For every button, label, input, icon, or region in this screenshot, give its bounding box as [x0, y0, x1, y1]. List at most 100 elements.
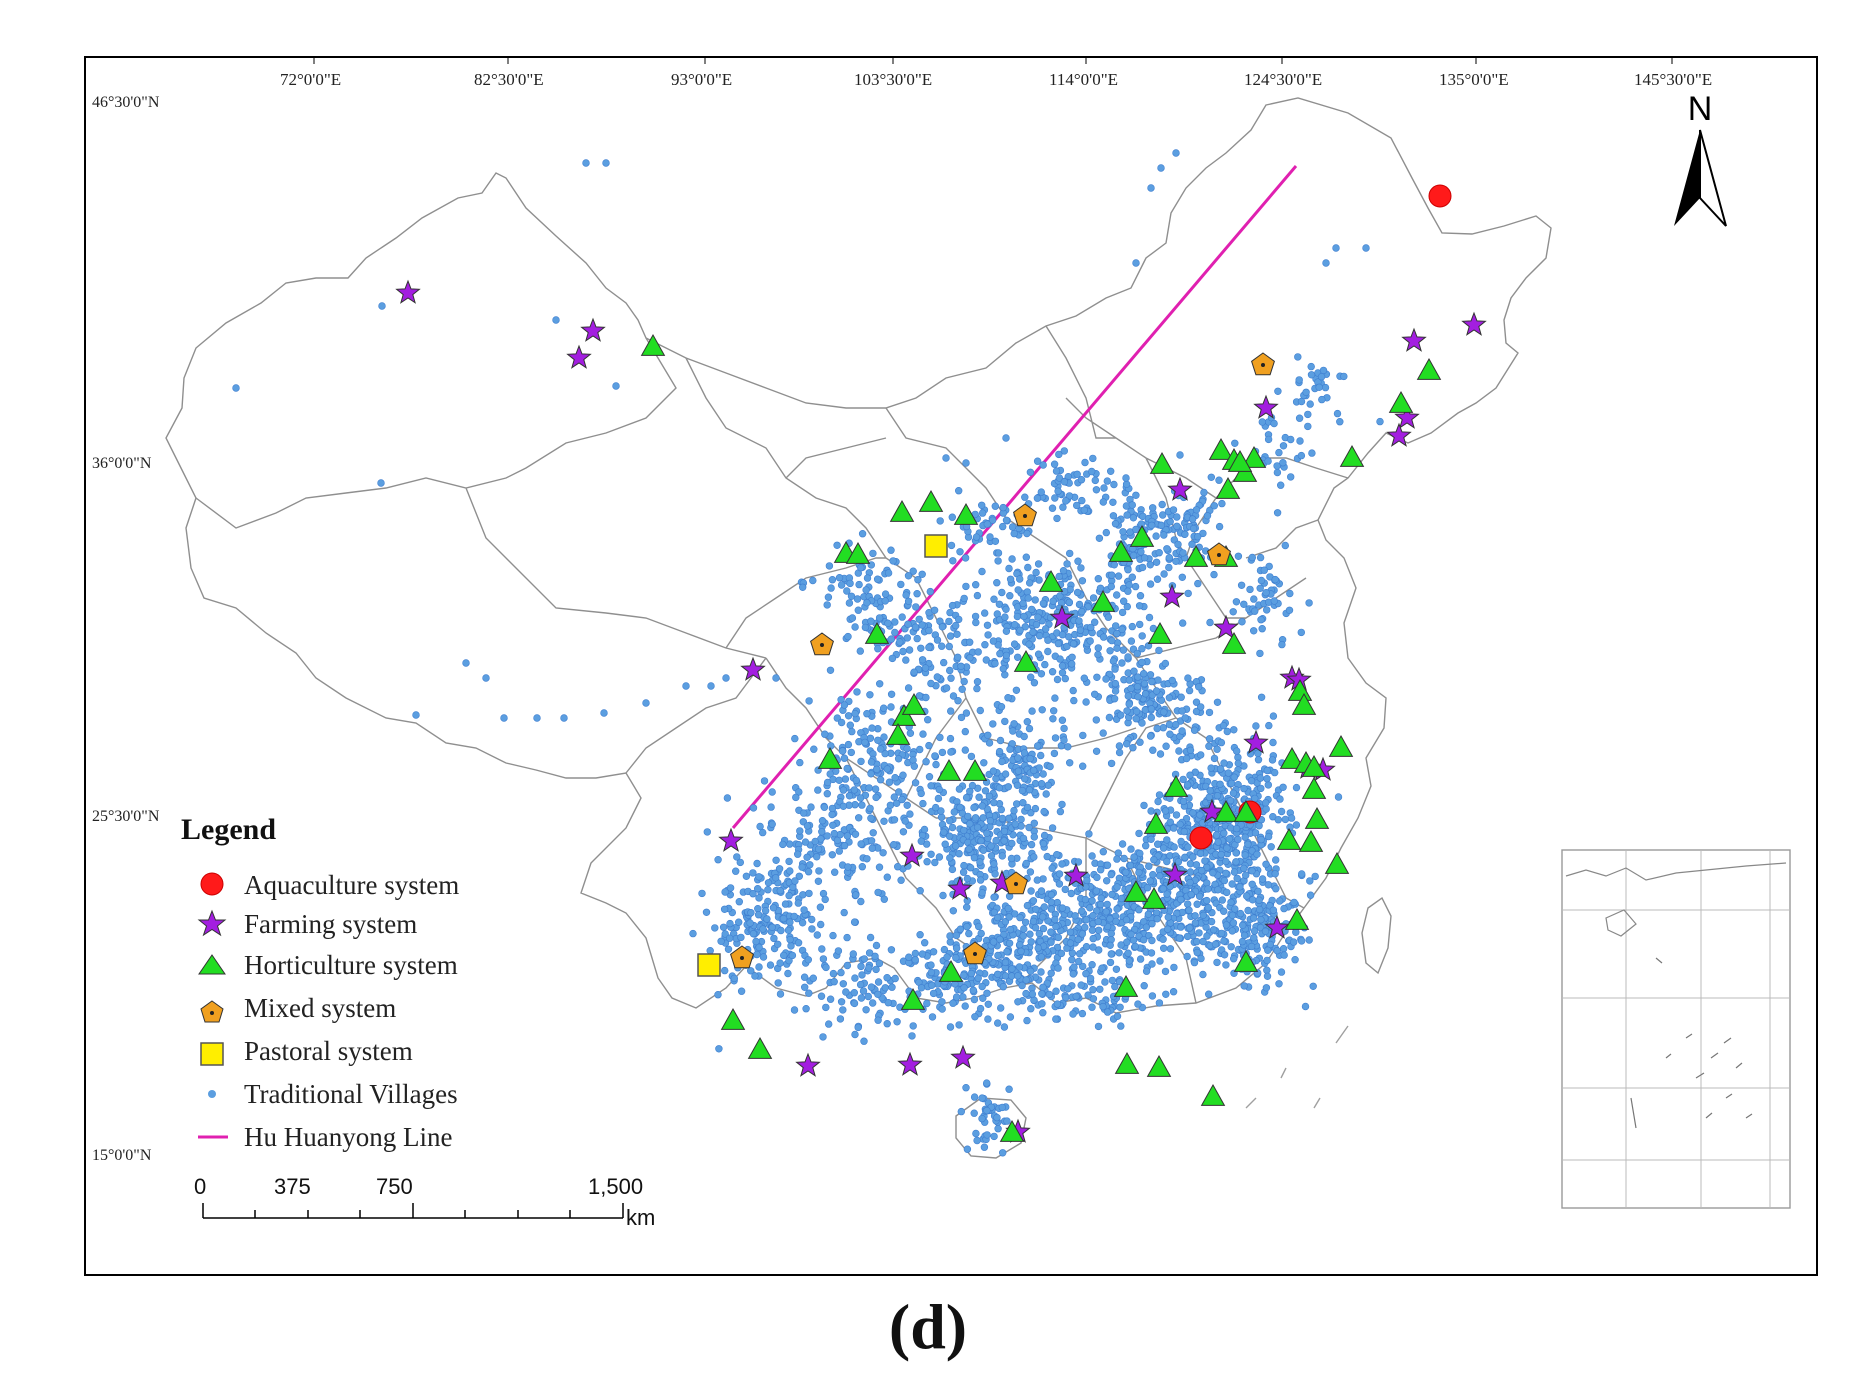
village-point: [1230, 773, 1239, 781]
village-point: [1240, 600, 1248, 608]
village-point: [720, 905, 729, 913]
map-canvas: 72°0'0"E 82°30'0"E 93°0'0"E 103°30'0"E 1…: [92, 58, 1791, 1230]
village-point: [764, 885, 772, 894]
village-point: [1258, 624, 1266, 633]
village-point: [1107, 582, 1116, 591]
village-point: [747, 908, 755, 917]
village-point: [1132, 259, 1140, 267]
village-point: [1228, 927, 1237, 935]
village-point: [1053, 514, 1061, 523]
village-point: [866, 804, 874, 813]
village-point: [1067, 889, 1075, 898]
village-point: [961, 746, 969, 754]
horticulture-point: [1143, 811, 1169, 834]
village-point: [947, 541, 956, 550]
village-point: [1082, 883, 1090, 891]
village-point: [1078, 496, 1086, 505]
village-point: [1006, 575, 1015, 583]
village-point: [844, 712, 853, 720]
village-point: [818, 816, 827, 825]
village-point: [798, 919, 807, 927]
village-point: [814, 845, 823, 853]
legend-label: Horticulture system: [244, 950, 458, 980]
village-point: [1311, 872, 1319, 881]
village-point: [1056, 807, 1065, 816]
village-point: [1228, 911, 1237, 919]
village-point: [1222, 869, 1230, 877]
village-point: [1135, 620, 1144, 629]
village-point: [963, 1145, 972, 1153]
village-point: [1000, 837, 1008, 845]
village-point: [1273, 946, 1281, 955]
village-point: [920, 825, 929, 834]
village-point: [975, 793, 983, 801]
village-point: [1257, 615, 1265, 624]
village-point: [1020, 612, 1028, 621]
village-point: [938, 1005, 946, 1013]
village-point: [1072, 501, 1081, 510]
village-point: [1025, 640, 1033, 648]
village-point: [1332, 244, 1340, 252]
village-point: [1023, 717, 1031, 726]
village-point: [754, 904, 762, 913]
village-point: [1206, 618, 1214, 627]
village-point: [1052, 467, 1061, 475]
village-point: [1023, 803, 1032, 812]
village-point: [1094, 650, 1102, 659]
village-point: [1163, 836, 1171, 844]
village-point: [816, 903, 825, 911]
village-point: [1137, 548, 1145, 556]
village-point: [1199, 937, 1207, 946]
village-point: [1153, 915, 1161, 923]
village-point: [1297, 451, 1306, 460]
village-point: [890, 816, 899, 824]
village-point: [799, 891, 807, 899]
village-point: [1248, 553, 1257, 562]
village-point: [1297, 628, 1306, 637]
village-point: [1201, 782, 1210, 791]
village-point: [600, 709, 608, 717]
village-point: [1086, 974, 1095, 983]
village-point: [734, 918, 743, 926]
village-point: [858, 530, 867, 538]
village-point: [1061, 885, 1069, 894]
village-point: [880, 817, 888, 825]
village-point: [873, 575, 882, 583]
village-point: [852, 776, 860, 785]
village-point: [1191, 919, 1200, 927]
mixed-point-center: [1023, 514, 1027, 518]
village-point: [951, 621, 960, 630]
village-point: [978, 509, 987, 517]
horticulture-point: [936, 758, 962, 781]
village-point: [923, 999, 931, 1008]
farming-point: [718, 827, 744, 852]
village-point: [1318, 395, 1326, 404]
village-point: [868, 999, 877, 1007]
village-point: [1207, 473, 1216, 481]
village-point: [1069, 970, 1077, 978]
village-point: [1232, 747, 1241, 755]
village-point: [863, 709, 871, 718]
village-point: [887, 946, 896, 954]
village-point: [1170, 824, 1178, 832]
village-point: [940, 828, 948, 836]
horticulture-point: [1146, 1054, 1172, 1077]
village-point: [1211, 940, 1220, 948]
village-point: [883, 765, 891, 773]
village-point: [957, 713, 966, 722]
village-point: [1114, 849, 1123, 857]
village-point: [843, 961, 852, 970]
village-point: [1052, 1015, 1060, 1023]
village-point: [1112, 965, 1121, 973]
village-point: [984, 631, 992, 639]
village-point: [1125, 700, 1133, 708]
village-point: [1141, 706, 1150, 714]
village-point: [902, 591, 910, 599]
village-point: [1234, 552, 1243, 560]
horticulture-point: [1388, 390, 1414, 413]
village-point: [1052, 987, 1060, 995]
village-point: [776, 886, 784, 895]
village-point: [1213, 698, 1222, 706]
village-point: [1054, 487, 1062, 495]
village-point: [1292, 783, 1301, 792]
